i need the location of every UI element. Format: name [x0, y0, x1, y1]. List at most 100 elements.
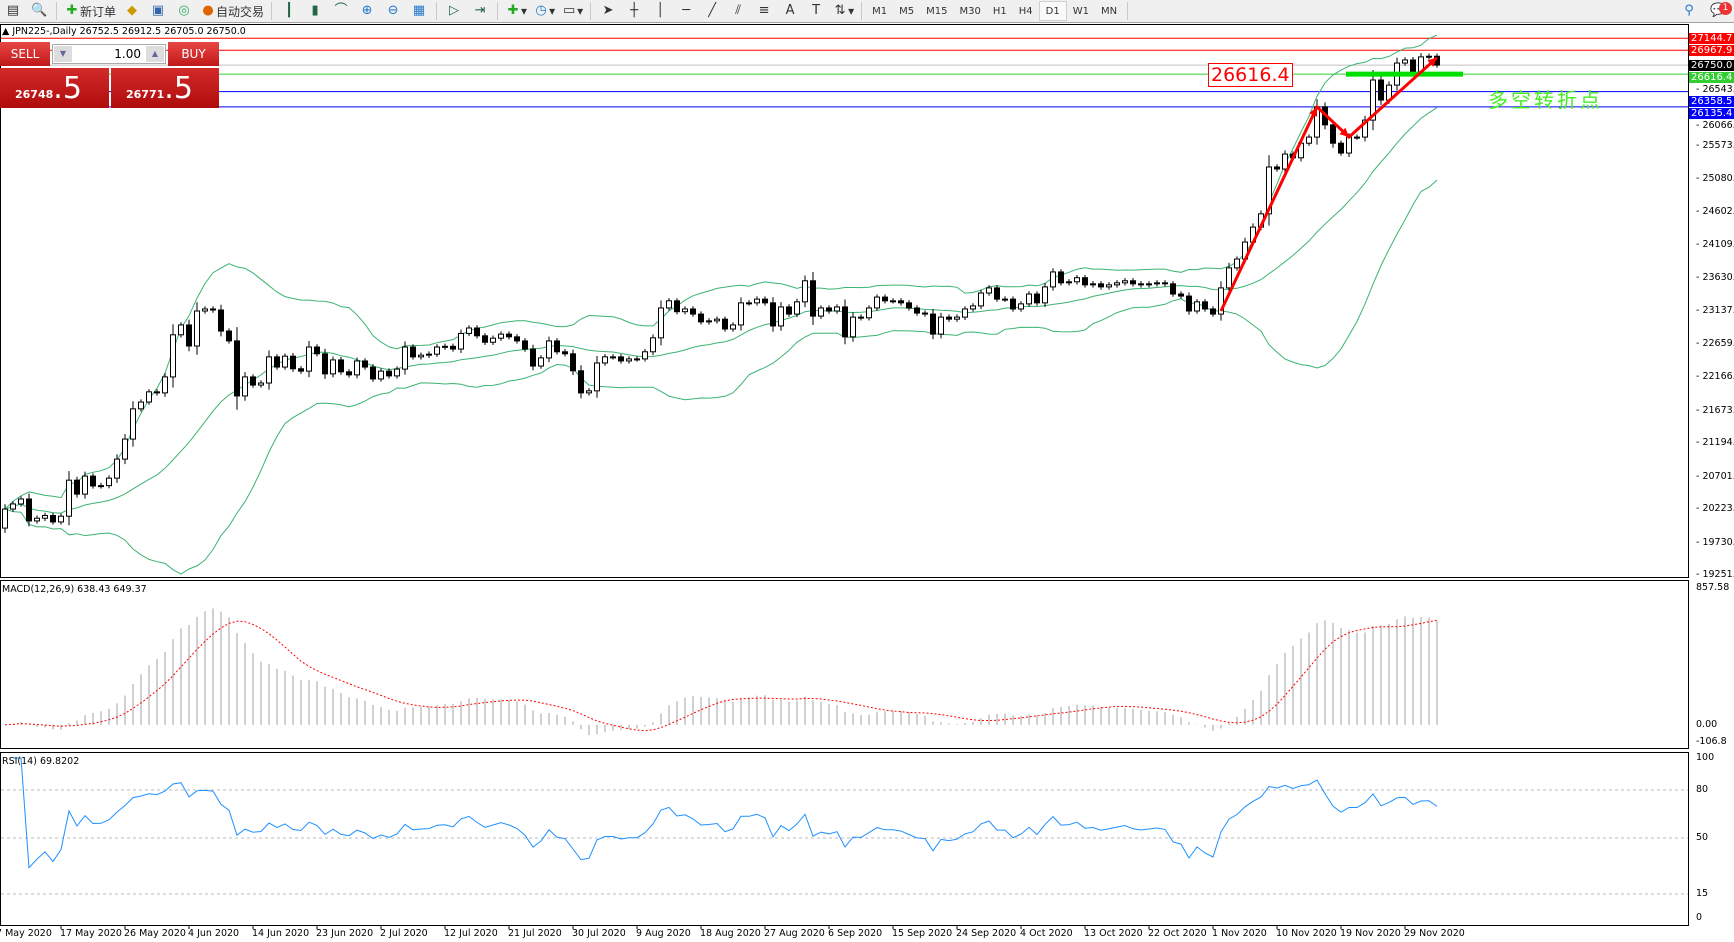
- bullish-candle: [1018, 303, 1024, 310]
- bullish-candle: [266, 356, 272, 384]
- periods-button[interactable]: ◷ ▾: [530, 1, 558, 21]
- bearish-candle: [698, 313, 704, 323]
- candlestick-icon: ▮: [311, 3, 319, 18]
- buy-price-button[interactable]: 26771.5: [111, 68, 219, 108]
- bullish-candle: [1234, 258, 1240, 269]
- sell-price-frac: .5: [53, 71, 82, 106]
- timeframe-w1[interactable]: W1: [1072, 5, 1089, 17]
- auto-trading-button[interactable]: ● 自动交易: [197, 1, 267, 21]
- new-chart-button[interactable]: ▤: [0, 1, 26, 21]
- bearish-candle: [578, 370, 584, 394]
- timeframe-m30[interactable]: M30: [959, 5, 981, 17]
- buy-button[interactable]: BUY: [168, 42, 219, 66]
- timeframe-m15[interactable]: M15: [926, 5, 948, 17]
- x-axis-label: 15 Sep 2020: [892, 928, 953, 939]
- bullish-candle: [306, 346, 312, 372]
- bullish-candle: [466, 327, 472, 334]
- timeframe-mn[interactable]: MN: [1100, 5, 1118, 17]
- candlestick-button[interactable]: ▮: [302, 1, 328, 21]
- bullish-candle: [594, 362, 600, 392]
- timeframe-h4[interactable]: H4: [1018, 5, 1033, 17]
- price-annotation-box[interactable]: 26616.4: [1208, 63, 1293, 87]
- navigator-button[interactable]: ▣: [145, 1, 171, 21]
- bearish-candle: [290, 355, 296, 370]
- horizontal-line-button[interactable]: ─: [673, 1, 699, 21]
- text-label-button[interactable]: T: [803, 1, 829, 21]
- x-axis-label: 2 Jul 2020: [380, 928, 428, 939]
- bullish-candle: [1306, 136, 1312, 144]
- bearish-candle: [914, 307, 920, 314]
- market-watch-button[interactable]: ◆: [119, 1, 145, 21]
- timeframe-m1[interactable]: M1: [872, 5, 888, 17]
- new-order-button[interactable]: ✚ 新订单: [61, 1, 119, 21]
- sell-price-button[interactable]: 26748.5: [0, 68, 109, 108]
- bullish-candle: [802, 280, 808, 303]
- bearish-candle: [506, 333, 512, 338]
- text-button[interactable]: A: [777, 1, 803, 21]
- bullish-candle: [394, 368, 400, 377]
- search-button[interactable]: ⚲: [1676, 1, 1702, 21]
- bullish-candle: [98, 485, 104, 488]
- rsi-axis-tick: 0: [1696, 912, 1703, 923]
- crosshair-button[interactable]: ┼: [621, 1, 647, 21]
- indicators-button[interactable]: ✚ ▾: [502, 1, 530, 21]
- bullish-candle: [418, 354, 424, 358]
- bullish-candle: [626, 358, 632, 362]
- price-axis-tick: - 25080.5: [1696, 173, 1734, 184]
- line-chart-button[interactable]: ⌒: [328, 1, 354, 21]
- trendline-icon: ╱: [708, 3, 717, 18]
- bollinger-lower-band: [4, 179, 1438, 575]
- cursor-button[interactable]: ➤: [595, 1, 621, 21]
- bullish-candle: [1266, 166, 1272, 215]
- bullish-candle: [1042, 286, 1048, 304]
- auto-scroll-button[interactable]: ▷: [441, 1, 467, 21]
- profiles-button[interactable]: 🔍: [26, 1, 52, 21]
- sell-button[interactable]: SELL: [0, 42, 50, 66]
- buy-price-frac: .5: [164, 71, 193, 106]
- tile-windows-button[interactable]: ▦: [406, 1, 432, 21]
- turning-point-annotation[interactable]: 多空转折点: [1488, 88, 1603, 112]
- bullish-candle: [258, 382, 264, 386]
- bullish-candle: [170, 334, 176, 378]
- timeframe-h1[interactable]: H1: [992, 5, 1007, 17]
- timeframe-d1[interactable]: D1: [1038, 1, 1067, 21]
- bullish-candle: [538, 357, 544, 367]
- notification-button[interactable]: 💬 1: [1702, 1, 1734, 21]
- lot-increase-button[interactable]: ▲: [146, 46, 164, 62]
- bullish-candle: [634, 358, 640, 361]
- separator: [1127, 2, 1129, 20]
- bearish-candle: [1186, 295, 1192, 312]
- lot-size-value[interactable]: 1.00: [114, 47, 141, 61]
- toolbar: ▤ 🔍 ✚ 新订单 ◆ ▣ ◎ ● 自动交易 ┃ ▮ ⌒ ⊕ ⊖ ▦ ▷ ⇥ ✚ ▾ …: [0, 0, 1734, 23]
- chart-shift-button[interactable]: ⇥: [467, 1, 493, 21]
- x-axis-label: 17 May 2020: [60, 928, 122, 939]
- bullish-candle: [850, 316, 856, 338]
- signals-button[interactable]: ◎: [171, 1, 197, 21]
- zoom-out-button[interactable]: ⊖: [380, 1, 406, 21]
- fibonacci-icon: ≡: [758, 3, 770, 18]
- channel-button[interactable]: ⫽: [725, 1, 751, 21]
- bullish-candle: [282, 355, 288, 368]
- timeframe-m5[interactable]: M5: [899, 5, 915, 17]
- lot-size-input[interactable]: ▼ 1.00 ▲: [52, 44, 166, 64]
- chart-shift-icon: ⇥: [474, 3, 486, 18]
- auto-trading-label: 自动交易: [216, 4, 265, 19]
- fibonacci-button[interactable]: ≡: [751, 1, 777, 21]
- vertical-line-button[interactable]: │: [647, 1, 673, 21]
- zoom-in-button[interactable]: ⊕: [354, 1, 380, 21]
- bearish-candle: [722, 318, 728, 330]
- arrows-button[interactable]: ⇅ ▾: [829, 1, 857, 21]
- bullish-candle: [114, 458, 120, 479]
- bullish-candle: [666, 300, 672, 309]
- bullish-candle: [546, 340, 552, 359]
- bullish-candle: [1122, 280, 1128, 284]
- bollinger-upper-band: [4, 34, 1438, 510]
- bullish-candle: [426, 353, 432, 356]
- collapse-icon[interactable]: ▲: [2, 26, 13, 37]
- trendline-button[interactable]: ╱: [699, 1, 725, 21]
- lot-decrease-button[interactable]: ▼: [54, 46, 72, 62]
- templates-button[interactable]: ▭ ▾: [562, 3, 584, 18]
- bullish-candle: [1226, 267, 1232, 289]
- bar-chart-button[interactable]: ┃: [276, 1, 302, 21]
